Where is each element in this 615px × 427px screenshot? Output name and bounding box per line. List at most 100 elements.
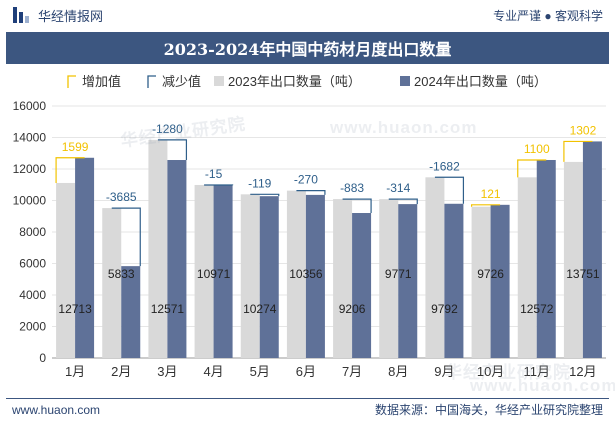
bar-2024: [167, 160, 187, 358]
bar-2023: [563, 161, 583, 358]
bar-chart: 增加值 减少值 2023年出口数量（吨） 2024年出口数量（吨） 0 2000 4000 6…: [13, 74, 606, 379]
y-tick-label: 12000: [13, 162, 47, 176]
x-tick-label: 6月: [296, 364, 316, 379]
x-tick-label: 7月: [342, 364, 362, 379]
y-tick-label: 0: [39, 351, 46, 365]
decrease-bracket: [296, 190, 326, 195]
change-label: -314: [386, 181, 410, 195]
bar-2024: [490, 204, 510, 358]
y-tick-label: 16000: [13, 99, 47, 113]
x-tick-label: 10月: [477, 364, 504, 379]
y-tick-label: 4000: [19, 288, 46, 302]
legend-label: 2024年出口数量（吨）: [414, 74, 547, 89]
change-label: -3685: [106, 190, 137, 204]
x-tick-label: 8月: [388, 364, 408, 379]
value-label-2024: 12572: [520, 302, 554, 316]
bar-2024: [213, 185, 233, 358]
y-tick-label: 10000: [13, 194, 47, 208]
change-label: -1280: [152, 122, 183, 136]
legend-label: 减少值: [162, 74, 201, 89]
footer-url[interactable]: www.huaon.com: [12, 402, 101, 417]
brand[interactable]: 华经情报网: [12, 6, 103, 25]
change-label: 1302: [570, 123, 597, 137]
chart-title-bar: 2023-2024年中国中药材月度出口数量: [6, 32, 609, 64]
chart-title: 2023-2024年中国中药材月度出口数量: [163, 40, 452, 59]
value-label-2024: 10274: [243, 302, 277, 316]
increase-bracket: [55, 157, 85, 183]
bar-2023: [333, 199, 353, 358]
change-label: 1100: [524, 142, 550, 156]
bar-2024: [305, 194, 325, 358]
legend-series-2023-swatch: [214, 76, 224, 86]
bar-2023: [425, 177, 445, 358]
decrease-bracket: [388, 198, 418, 205]
x-tick-label: 12月: [569, 364, 596, 379]
bar-2023: [56, 182, 76, 358]
brand-name: 华经情报网: [38, 8, 104, 24]
bar-2024: [444, 203, 464, 358]
value-label-2024: 10356: [289, 267, 323, 281]
change-label: 121: [481, 187, 501, 201]
legend-label: 2023年出口数量（吨）: [228, 74, 361, 89]
chart-area: 增加值 减少值 2023年出口数量（吨） 2024年出口数量（吨） 0 2000 4000 6…: [0, 66, 615, 396]
bar-2023: [148, 139, 168, 358]
value-label-2024: 12713: [58, 302, 92, 316]
change-label: -119: [248, 176, 271, 190]
y-tick-label: 8000: [19, 225, 46, 239]
footer-source: 数据来源：中国海关，华经产业研究院整理: [374, 403, 603, 417]
legend-series-2024-swatch: [400, 76, 410, 86]
bar-2024: [352, 213, 372, 358]
legend-decrease-marker: [147, 75, 156, 88]
x-tick-label: 9月: [434, 364, 454, 379]
bar-2023: [240, 194, 260, 358]
x-tick-label: 3月: [157, 364, 177, 379]
bar-2023: [102, 208, 122, 358]
bar-2023: [286, 190, 306, 358]
x-tick-label: 4月: [203, 364, 223, 379]
bar-chart-logo-icon: [12, 6, 30, 24]
legend-increase-marker: [67, 75, 76, 88]
bar-2023: [517, 177, 537, 358]
increase-bracket: [563, 140, 593, 162]
value-label-2024: 13751: [566, 267, 600, 281]
y-tick-label: 2000: [19, 320, 46, 334]
y-tick-label: 6000: [19, 257, 46, 271]
bar-2023: [194, 184, 214, 358]
decrease-bracket: [157, 139, 188, 161]
bar-2024: [75, 157, 95, 358]
change-label: -883: [340, 181, 364, 195]
bar-2024: [121, 266, 141, 358]
decrease-bracket: [342, 198, 372, 214]
bar-2024: [536, 159, 556, 358]
decrease-bracket: [111, 207, 141, 267]
bar-2024: [582, 141, 602, 358]
change-label: -1682: [429, 159, 460, 173]
y-tick-label: 14000: [13, 131, 47, 145]
decrease-bracket: [250, 193, 280, 197]
x-tick-label: 11月: [524, 364, 551, 379]
bar-2023: [471, 206, 491, 358]
change-label: -15: [205, 167, 223, 181]
tagline: 专业严谨 ● 客观科学: [493, 8, 603, 23]
bar-2024: [259, 196, 279, 358]
increase-bracket: [517, 159, 547, 178]
header: 华经情报网 专业严谨 ● 客观科学: [0, 0, 615, 30]
x-tick-label: 5月: [250, 364, 270, 379]
change-label: 1599: [62, 140, 89, 154]
change-label: -270: [294, 173, 318, 187]
value-label-2024: 5833: [108, 267, 135, 281]
increase-bracket: [470, 204, 501, 207]
bar-2023: [379, 199, 399, 358]
legend-label: 增加值: [82, 74, 121, 89]
value-label-2024: 12571: [151, 302, 185, 316]
decrease-bracket: [434, 176, 465, 204]
value-label-2024: 9771: [385, 267, 412, 281]
value-label-2024: 9206: [339, 302, 366, 316]
footer: www.huaon.com 数据来源：中国海关，华经产业研究院整理: [6, 398, 609, 420]
value-label-2024: 10971: [197, 267, 231, 281]
x-tick-label: 1月: [65, 364, 85, 379]
value-label-2024: 9726: [477, 267, 504, 281]
bar-2024: [398, 204, 418, 358]
x-tick-label: 2月: [111, 364, 131, 379]
value-label-2024: 9792: [431, 302, 458, 316]
